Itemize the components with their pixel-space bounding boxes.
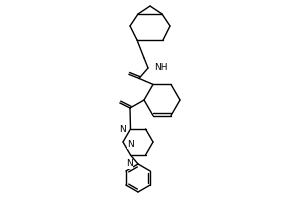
Text: N: N [119,125,125,134]
Text: N: N [126,160,133,168]
Text: N: N [127,140,134,149]
Text: NH: NH [154,64,167,72]
